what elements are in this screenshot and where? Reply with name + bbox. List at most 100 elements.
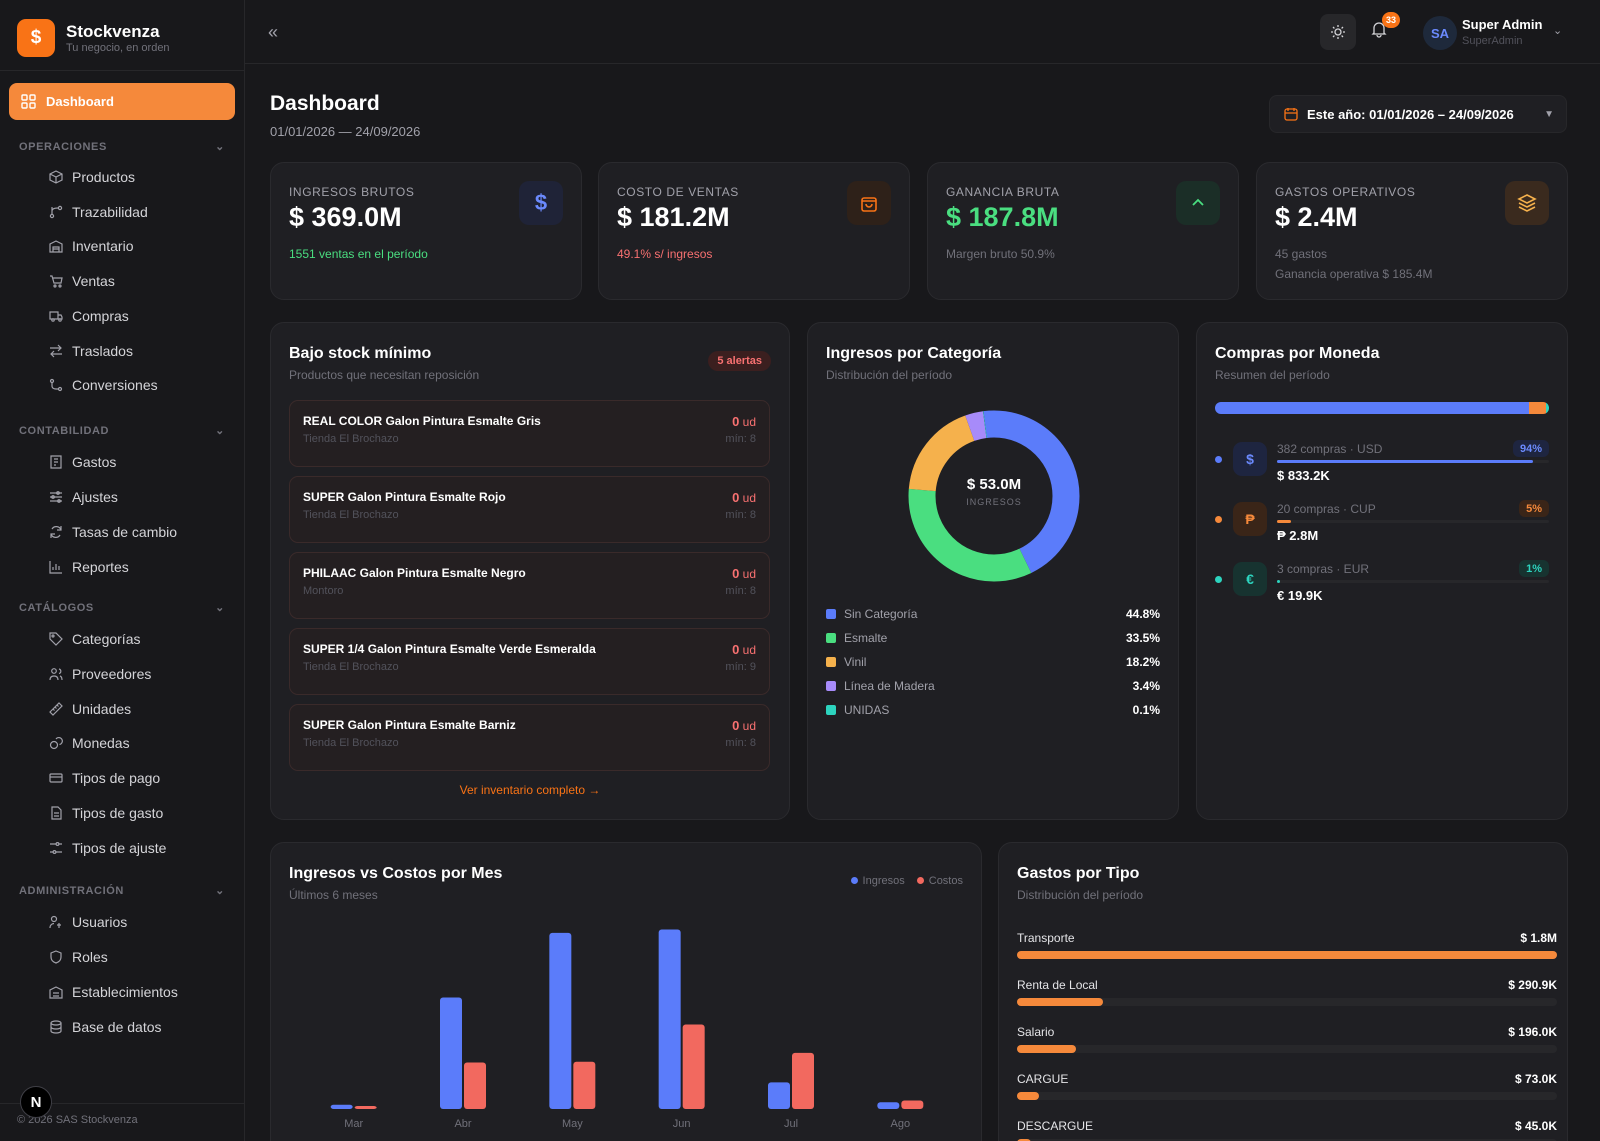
sidebar-item-gastos[interactable]: Gastos: [48, 454, 116, 470]
sidebar-item-tipos-gasto[interactable]: Tipos de gasto: [48, 805, 163, 821]
sidebar-item-label: Dashboard: [46, 94, 114, 109]
section-contabilidad[interactable]: CONTABILIDAD ⌄: [19, 424, 225, 438]
donut-center-value: $ 53.0M: [966, 476, 1022, 493]
list-item[interactable]: SUPER Galon Pintura Esmalte Rojo Tienda …: [289, 476, 770, 543]
section-administracion[interactable]: ADMINISTRACIÓN ⌄: [19, 884, 225, 898]
bell-icon[interactable]: [1370, 20, 1388, 38]
product-name: SUPER 1/4 Galon Pintura Esmalte Verde Es…: [303, 642, 596, 656]
sliders-icon: [48, 490, 63, 505]
refresh-icon: [48, 525, 63, 540]
sidebar-item-traslados[interactable]: Traslados: [48, 343, 133, 359]
qty-value: 0: [732, 490, 740, 505]
sidebar-item-categorias[interactable]: Categorías: [48, 631, 140, 647]
legend-swatch: [916, 877, 924, 884]
x-tick-label: May: [562, 1118, 583, 1130]
section-operaciones[interactable]: OPERACIONES ⌄: [19, 140, 225, 154]
legend-swatch: [826, 609, 836, 619]
user-name[interactable]: Super Admin: [1462, 17, 1543, 32]
sidebar-item-productos[interactable]: Productos: [48, 169, 135, 185]
donut-slice-0[interactable]: [908, 410, 1080, 582]
list-item[interactable]: SUPER 1/4 Galon Pintura Esmalte Verde Es…: [289, 628, 770, 695]
view-inventory-link[interactable]: Ver inventario completo →: [459, 783, 601, 797]
donut-center-label: INGRESOS: [966, 497, 1022, 507]
bag-icon: [847, 181, 891, 225]
sidebar-item-label: Compras: [72, 308, 129, 324]
theme-toggle-button[interactable]: [1320, 14, 1356, 50]
sidebar-item-tasas[interactable]: Tasas de cambio: [48, 524, 177, 540]
sidebar-item-base-datos[interactable]: Base de datos: [48, 1019, 162, 1035]
currency-label: 382 compras · USD: [1277, 442, 1383, 456]
card-title: Ingresos vs Costos por Mes: [289, 865, 503, 882]
currency-value: $ 833.2K: [1277, 468, 1330, 483]
legend-swatch: [826, 705, 836, 715]
bar-ingresos-mar[interactable]: [330, 1104, 353, 1109]
legend-pct: 3.4%: [1132, 679, 1160, 693]
legend-swatch: [826, 657, 836, 667]
sidebar-item-label: Reportes: [72, 559, 129, 575]
store-name: Montoro: [303, 585, 344, 597]
bar-costos-ago[interactable]: [901, 1100, 924, 1109]
list-item[interactable]: SUPER Galon Pintura Esmalte Barniz Tiend…: [289, 704, 770, 771]
sidebar-item-monedas[interactable]: Monedas: [48, 735, 130, 751]
database-icon: [48, 1020, 63, 1035]
chevron-down-icon[interactable]: ⌄: [1553, 25, 1563, 37]
sidebar-item-roles[interactable]: Roles: [48, 949, 108, 965]
stock-qty: 0 ud: [732, 566, 756, 581]
sidebar-item-reportes[interactable]: Reportes: [48, 559, 129, 575]
list-item[interactable]: PHILAAC Galon Pintura Esmalte Negro Mont…: [289, 552, 770, 619]
bar-ingresos-abr[interactable]: [440, 997, 462, 1109]
sidebar-item-ajustes[interactable]: Ajustes: [48, 489, 118, 505]
sidebar-item-tipos-pago[interactable]: Tipos de pago: [48, 770, 160, 786]
bar-costos-jun[interactable]: [682, 1024, 705, 1109]
brand[interactable]: $ Stockvenza Tu negocio, en orden: [17, 19, 170, 57]
section-title: OPERACIONES: [19, 140, 107, 153]
section-title: CATÁLOGOS: [19, 601, 94, 614]
store-name: Tienda El Brochazo: [303, 433, 399, 445]
currency-label: 3 compras · EUR: [1277, 562, 1370, 576]
sidebar-item-usuarios[interactable]: Usuarios: [48, 914, 127, 930]
sidebar-item-proveedores[interactable]: Proveedores: [48, 666, 151, 682]
bar-ingresos-jun[interactable]: [658, 929, 681, 1109]
bar-ingresos-ago[interactable]: [877, 1102, 900, 1109]
collapse-sidebar-icon[interactable]: «: [268, 22, 279, 42]
n-logo-icon[interactable]: N: [20, 1086, 52, 1118]
qty-unit: ud: [742, 415, 756, 429]
sidebar-item-ventas[interactable]: Ventas: [48, 273, 115, 289]
product-name: REAL COLOR Galon Pintura Esmalte Gris: [303, 414, 541, 428]
bar-ingresos-jul[interactable]: [768, 1082, 790, 1109]
sidebar-item-tipos-ajuste[interactable]: Tipos de ajuste: [48, 840, 166, 856]
sidebar: $ Stockvenza Tu negocio, en orden Dashbo…: [0, 0, 245, 1141]
box-icon: [48, 170, 63, 185]
list-item[interactable]: REAL COLOR Galon Pintura Esmalte Gris Ti…: [289, 400, 770, 467]
sidebar-item-compras[interactable]: Compras: [48, 308, 129, 324]
bar-ingresos-may[interactable]: [549, 932, 572, 1109]
bar-costos-jul[interactable]: [792, 1052, 814, 1109]
card-title: Ingresos por Categoría: [826, 345, 1002, 362]
bar-costos-may[interactable]: [573, 1061, 596, 1109]
currency-pct-badge: 5%: [1519, 500, 1549, 517]
kpi-label: COSTO DE VENTAS: [617, 185, 739, 199]
legend-swatch: [826, 681, 836, 691]
section-title: ADMINISTRACIÓN: [19, 884, 124, 897]
donut-slice-1[interactable]: [908, 410, 1080, 582]
page-date-range: 01/01/2026 — 24/09/2026: [270, 124, 421, 139]
avatar[interactable]: SA: [1423, 16, 1457, 50]
sidebar-item-conversiones[interactable]: Conversiones: [48, 377, 158, 393]
legend-item: Ingresos: [850, 875, 905, 887]
stock-min: mín: 8: [725, 585, 756, 597]
sidebar-item-label: Tasas de cambio: [72, 524, 178, 540]
date-range-selector[interactable]: Este año: 01/01/2026 – 24/09/2026 ▼: [1269, 95, 1567, 133]
bar-costos-mar[interactable]: [354, 1106, 377, 1109]
sidebar-item-trazabilidad[interactable]: Trazabilidad: [48, 204, 148, 220]
kpi-card-ingresos: INGRESOS BRUTOS $ 369.0M 1551 ventas en …: [270, 162, 582, 300]
expense-value: $ 196.0K: [1508, 1025, 1557, 1039]
legend-item: Costos: [916, 875, 963, 887]
bar-costos-abr[interactable]: [464, 1062, 486, 1109]
sidebar-item-unidades[interactable]: Unidades: [48, 701, 131, 717]
section-catalogos[interactable]: CATÁLOGOS ⌄: [19, 601, 225, 615]
card-subtitle: Últimos 6 meses: [289, 888, 378, 902]
sidebar-item-dashboard[interactable]: Dashboard: [9, 83, 235, 120]
route-icon: [48, 378, 63, 393]
sidebar-item-inventario[interactable]: Inventario: [48, 238, 133, 254]
sidebar-item-establecimientos[interactable]: Establecimientos: [48, 984, 178, 1000]
